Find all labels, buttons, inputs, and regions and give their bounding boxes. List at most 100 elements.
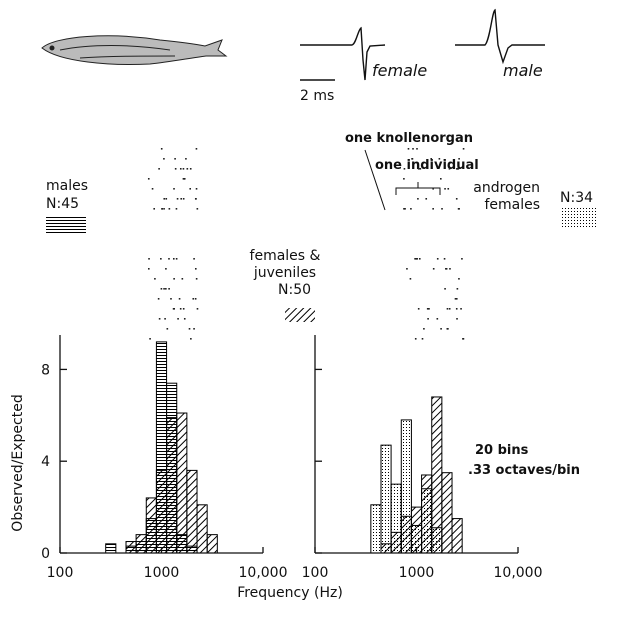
raster-dot: [411, 158, 413, 160]
x-tick-label: 1000: [144, 565, 180, 581]
histogram-bar: [105, 543, 117, 554]
raster-dot: [432, 268, 435, 270]
raster-dot: [440, 178, 442, 180]
raster-dot: [185, 158, 187, 160]
raster-dot: [461, 258, 463, 260]
raster-dot: [179, 168, 182, 170]
raster-dot: [417, 168, 420, 170]
raster-dot: [426, 308, 429, 310]
raster-dot: [416, 258, 418, 260]
raster-dot: [190, 338, 192, 340]
raster-dot: [163, 198, 166, 200]
raster-dot: [192, 298, 195, 300]
raster-dot: [423, 328, 425, 330]
raster-dot: [172, 308, 175, 310]
histogram-bar: [390, 483, 402, 554]
histogram-bar: [176, 412, 188, 554]
raster-dot: [460, 308, 462, 310]
raster-dot: [161, 208, 163, 210]
raster-dot: [160, 258, 162, 260]
raster-dot: [441, 208, 443, 210]
raster-dot: [436, 258, 439, 260]
raster-dot: [456, 318, 458, 320]
raster-dot: [175, 258, 178, 260]
raster-dot: [438, 158, 441, 160]
raster-dot: [446, 328, 449, 330]
raster-dot: [188, 328, 191, 330]
raster-dot: [446, 308, 449, 310]
raster-dot: [414, 338, 417, 340]
raster-dot: [189, 168, 192, 170]
raster-dot: [154, 278, 156, 280]
raster-dot: [180, 198, 183, 200]
raster-dot: [462, 148, 465, 150]
histogram-bar: [206, 534, 218, 554]
raster-dot: [178, 298, 181, 300]
histogram-bar: [441, 472, 453, 554]
raster-dot: [189, 188, 192, 190]
raster-dot: [412, 148, 414, 150]
raster-dot: [176, 198, 179, 200]
histogram-bar: [380, 444, 392, 554]
x-tick-label: 1000: [399, 565, 435, 581]
raster-dot: [158, 168, 160, 170]
raster-dot: [166, 328, 169, 330]
raster-dot: [444, 288, 446, 290]
raster-dot: [427, 318, 429, 320]
raster-dot: [183, 318, 186, 320]
histogram-bar: [145, 518, 157, 554]
raster-dot: [403, 208, 405, 210]
raster-dot: [409, 278, 412, 280]
raster-dot: [194, 268, 197, 270]
histogram-bar: [370, 504, 382, 554]
raster-dot: [153, 208, 155, 210]
raster-dot: [168, 258, 170, 260]
annotation: 20 bins: [475, 443, 529, 458]
raster-dot: [414, 258, 416, 260]
raster-dot: [165, 268, 167, 270]
spike-rasters: [147, 148, 465, 340]
raster-dot: [458, 278, 460, 280]
raster-dot: [196, 208, 199, 210]
x-tick-label: 100: [302, 565, 329, 581]
raster-dot: [164, 318, 166, 320]
raster-dot: [443, 258, 446, 260]
raster-dot: [158, 318, 161, 320]
y-tick-label: 0: [41, 546, 50, 562]
raster-dot: [182, 308, 185, 310]
raster-dot: [163, 158, 165, 160]
raster-dot: [448, 168, 451, 170]
fish-drawing: [41, 35, 228, 65]
raster-dot: [430, 158, 433, 160]
histogram-bar: [400, 419, 412, 554]
raster-dot: [418, 258, 421, 260]
raster-dot: [165, 288, 167, 290]
legend-swatch: [562, 208, 598, 228]
raster-dot: [458, 208, 460, 210]
raster-dot: [407, 148, 410, 150]
raster-dot: [415, 258, 418, 260]
raster-dot: [445, 268, 447, 270]
raster-dot: [403, 168, 406, 170]
x-tick-label: 100: [47, 565, 74, 581]
raster-dot: [419, 168, 422, 170]
raster-dot: [177, 318, 179, 320]
raster-dot: [151, 188, 154, 190]
legend-swatch: [285, 308, 315, 322]
annotation-pointer: [364, 149, 441, 211]
raster-dot: [148, 268, 150, 270]
raster-dot: [444, 188, 446, 190]
scale-bar-label: 2 ms: [300, 88, 334, 104]
raster-dot: [457, 168, 460, 170]
raster-dot: [449, 268, 451, 270]
legend-n: N:50: [278, 282, 312, 298]
raster-dot: [447, 188, 450, 190]
raster-dot: [175, 208, 178, 210]
raster-dot: [195, 148, 198, 150]
x-tick-label: 10,000: [494, 565, 543, 581]
raster-dot: [416, 148, 418, 150]
legend-label: males: [46, 178, 89, 194]
annotation: one knollenorgan: [345, 131, 473, 146]
raster-dot: [456, 168, 458, 170]
